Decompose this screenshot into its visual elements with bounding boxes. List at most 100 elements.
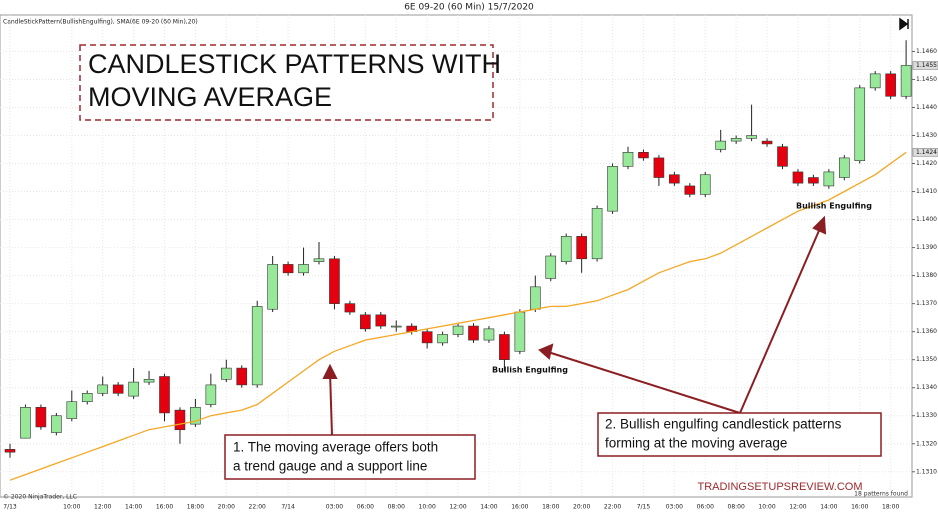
candle-body [576, 236, 587, 260]
candle-body [35, 407, 47, 428]
x-tick-label: 22:00 [249, 504, 266, 511]
candle-body [313, 258, 325, 262]
y-tick-label: 1.1420 [916, 160, 937, 167]
x-tick-label: 10:00 [419, 504, 436, 511]
candle-body [638, 152, 649, 159]
price-tag-label: 1.1424 [916, 149, 937, 156]
pattern-label: Bullish Engulfing [796, 202, 872, 211]
candle-body [684, 185, 696, 195]
candle-body [653, 157, 665, 178]
pattern-label: Bullish Engulfing [492, 366, 568, 375]
note-text: forming at the moving average [605, 436, 787, 451]
y-tick-label: 1.1400 [916, 216, 937, 223]
arrow-head [812, 215, 827, 235]
candle-body [190, 407, 201, 425]
x-tick-label: 16:00 [851, 504, 868, 511]
x-tick-label: 22:00 [604, 504, 621, 511]
x-tick-label: 03:00 [326, 504, 343, 511]
x-tick-label: 16:00 [156, 504, 173, 511]
y-tick-label: 1.1460 [916, 48, 937, 55]
price-tag [912, 148, 938, 157]
candle-body [499, 334, 510, 360]
y-tick-label: 1.1450 [916, 76, 937, 83]
y-tick-label: 1.1370 [916, 300, 937, 307]
arrow-head [322, 363, 338, 379]
candle-body [437, 334, 448, 344]
x-tick-label: 18:00 [187, 504, 204, 511]
candle-body [761, 140, 773, 145]
y-tick-label: 1.1430 [916, 132, 937, 139]
candle-body [622, 152, 634, 167]
x-tick-label: 03:00 [666, 504, 683, 511]
x-tick-label: 12:00 [94, 504, 111, 511]
grid [0, 15, 912, 497]
candle-body [591, 208, 603, 260]
candle-body [792, 171, 804, 184]
x-tick-label: 7/15 [637, 504, 651, 511]
candle-body [159, 376, 170, 414]
title: CANDLESTICK PATTERNS WITH [88, 49, 501, 79]
candle-body [545, 255, 557, 279]
candle-body [669, 174, 680, 184]
candle-body [452, 325, 464, 335]
arrow [739, 225, 822, 414]
watermark: TRADINGSETUPSREVIEW.COM [697, 481, 862, 493]
x-tick-label: 08:00 [388, 504, 405, 511]
candle-body [174, 409, 186, 431]
price-tag-label: 1.1455 [916, 62, 937, 69]
y-tick-label: 1.1390 [916, 244, 937, 251]
x-tick-label: 08:00 [728, 504, 745, 511]
candle-body [777, 146, 788, 167]
candle-body [143, 379, 155, 383]
arrows [322, 215, 827, 436]
y-tick-label: 1.1310 [916, 468, 937, 475]
candle-body [360, 314, 371, 330]
title: MOVING AVERAGE [88, 82, 332, 112]
header: 6E 09-20 (60 Min) 15/7/2020 [404, 3, 534, 13]
candle-body [823, 171, 835, 187]
x-tick-label: 12:00 [449, 504, 466, 511]
candle-body [854, 87, 866, 162]
arrow [547, 351, 741, 414]
copyright: © 2020 NinjaTrader, LLC [3, 494, 77, 501]
candle-body [375, 314, 387, 327]
x-tick-label: 14:00 [480, 504, 497, 511]
candle-body [514, 311, 526, 352]
candle-body [51, 415, 62, 433]
y-tick-label: 1.1340 [916, 384, 937, 391]
candle-body [390, 325, 402, 328]
candle-body [329, 258, 340, 304]
candle-body [715, 140, 727, 150]
candle-body [282, 264, 294, 274]
arrow [329, 371, 333, 436]
x-tick-label: 18:00 [882, 504, 899, 511]
candle-body [808, 177, 819, 184]
y-tick-label: 1.1350 [916, 356, 937, 363]
candle-body [112, 384, 124, 394]
candle-body [251, 306, 263, 386]
play-icon[interactable] [899, 17, 909, 31]
indicator-label: CandleStickPattern(BullishEngulfing), SM… [3, 19, 198, 26]
candle-body [885, 73, 896, 97]
candle-body [20, 407, 31, 439]
candle-body [560, 236, 572, 262]
candle-body [529, 286, 541, 310]
note-text: 1. The moving average offers both [233, 440, 438, 455]
candle-body [699, 174, 711, 195]
x-tick-label: 10:00 [758, 504, 775, 511]
x-tick-label: 16:00 [511, 504, 528, 511]
candle-body [97, 384, 108, 394]
sma-line [9, 151, 907, 481]
candle-body [66, 401, 78, 419]
x-tick-label: 18:00 [542, 504, 559, 511]
arrow-head [538, 343, 554, 360]
candle-body [468, 325, 479, 341]
candle-body [4, 449, 16, 453]
note-text: a trend gauge and a support line [233, 459, 427, 474]
x-tick-label: 10:00 [63, 504, 80, 511]
candle-body [236, 367, 248, 386]
candle-body [607, 166, 618, 212]
candle-body [81, 393, 93, 403]
candle-body [298, 264, 309, 274]
y-tick-label: 1.1320 [916, 440, 937, 447]
